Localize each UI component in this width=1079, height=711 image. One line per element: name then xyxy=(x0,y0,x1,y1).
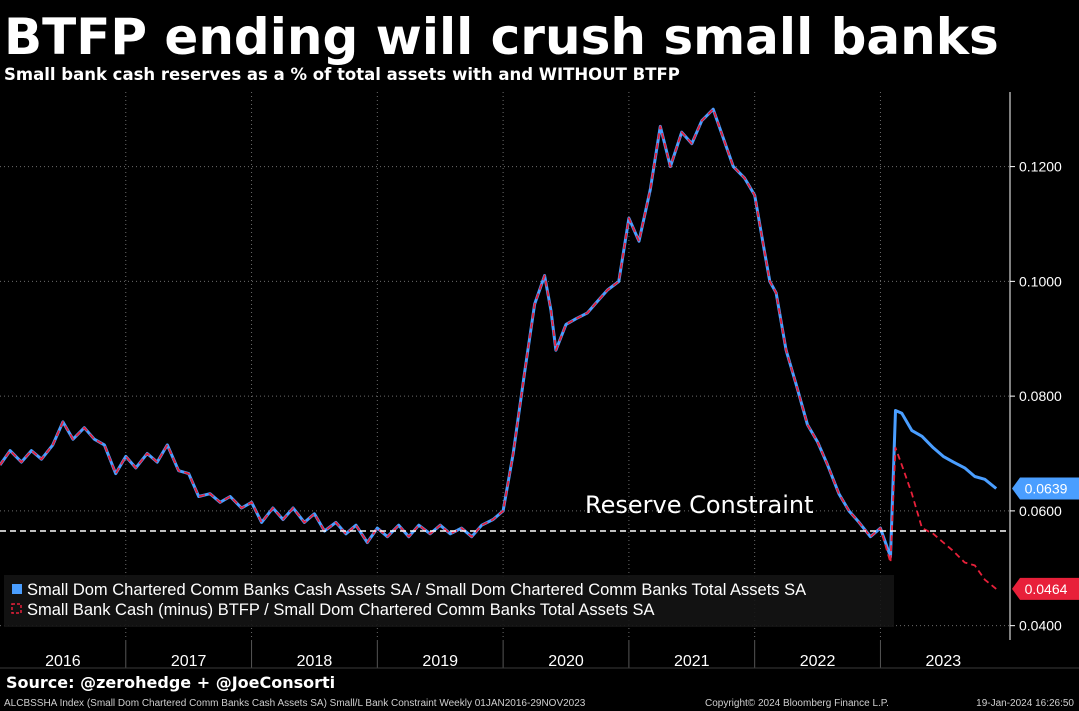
timestamp: 19-Jan-2024 16:26:50 xyxy=(976,698,1074,709)
chart-title: BTFP ending will crush small banks xyxy=(4,8,999,66)
legend-swatch-cash xyxy=(12,584,22,594)
x-tick-label: 2022 xyxy=(800,653,836,670)
x-tick-label: 2019 xyxy=(422,653,458,670)
legend-background xyxy=(4,575,894,627)
series-line-cash xyxy=(0,107,998,559)
x-tick-label: 2017 xyxy=(171,653,207,670)
annotations: Reserve Constraint 0.0639 0.0464 xyxy=(0,477,1079,600)
y-tick-label: 0.1000 xyxy=(1019,273,1062,289)
legend-label-minus-btfp: Small Bank Cash (minus) BTFP / Small Dom… xyxy=(27,601,655,619)
series-lines xyxy=(0,107,998,590)
legend-label-cash: Small Dom Chartered Comm Banks Cash Asse… xyxy=(27,581,806,599)
x-tick-label: 2018 xyxy=(297,653,333,670)
y-tick-label: 0.0600 xyxy=(1019,503,1062,519)
y-tick-label: 0.0800 xyxy=(1019,388,1062,404)
grid xyxy=(0,92,1010,640)
y-tick-label: 0.0400 xyxy=(1019,618,1062,634)
last-value-label-minus-btfp: 0.0464 xyxy=(1025,581,1068,597)
last-value-tag-minus-btfp xyxy=(1012,577,1079,600)
chart-subtitle: Small bank cash reserves as a % of total… xyxy=(4,65,680,84)
x-tick-label: 2016 xyxy=(45,653,81,670)
last-value-label-cash: 0.0639 xyxy=(1025,481,1068,497)
y-tick-label: 0.1200 xyxy=(1019,159,1062,175)
x-tick-label: 2023 xyxy=(926,653,962,670)
x-tick-label: 2021 xyxy=(674,653,710,670)
last-value-tag-cash xyxy=(1012,477,1079,500)
reserve-constraint-label: Reserve Constraint xyxy=(585,491,814,519)
index-info: ALCBSSHA Index (Small Dom Chartered Comm… xyxy=(4,698,586,709)
copyright: Copyright© 2024 Bloomberg Finance L.P. xyxy=(705,698,889,709)
legend-swatch-minus-btfp xyxy=(11,603,22,614)
series-line-minus-btfp xyxy=(0,108,997,590)
source-credit: Source: @zerohedge + @JoeConsorti xyxy=(6,673,335,692)
x-tick-label: 2020 xyxy=(548,653,584,670)
legend: Small Dom Chartered Comm Banks Cash Asse… xyxy=(4,575,894,627)
axes: 0.0400 0.0600 0.0800 0.1000 0.1200 2016 2017 20… xyxy=(45,92,1062,670)
